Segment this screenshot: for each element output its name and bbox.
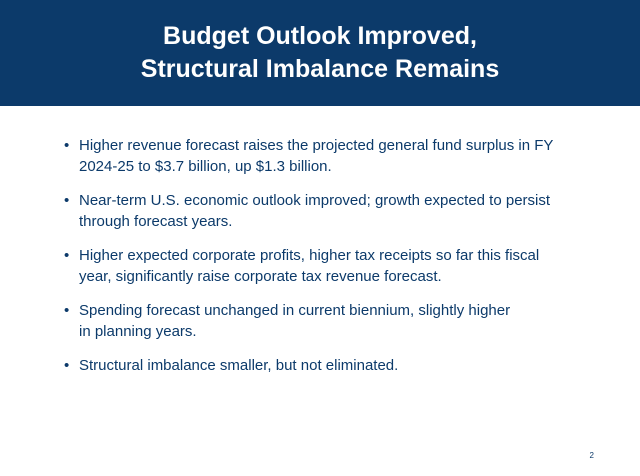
bullet-text: Higher expected corporate profits, highe… [79,245,539,287]
bullet-line: in planning years. [79,323,197,340]
bullet-list: • Higher revenue forecast raises the pro… [64,135,624,389]
bullet-item: • Spending forecast unchanged in current… [64,300,624,342]
bullet-item: • Near-term U.S. economic outlook improv… [64,190,624,232]
bullet-line: 2024-25 to $3.7 billion, up $1.3 billion… [79,158,332,175]
bullet-line: through forecast years. [79,213,233,230]
bullet-item: • Higher revenue forecast raises the pro… [64,135,624,177]
bullet-text: Spending forecast unchanged in current b… [79,300,510,342]
bullet-text: Near-term U.S. economic outlook improved… [79,190,550,232]
bullet-marker: • [64,357,70,374]
bullet-line: Structural imbalance smaller, but not el… [79,357,399,374]
bullet-text: Higher revenue forecast raises the proje… [79,135,553,177]
bullet-item: • Structural imbalance smaller, but not … [64,355,624,376]
bullet-item: • Higher expected corporate profits, hig… [64,245,624,287]
bullet-line: Higher expected corporate profits, highe… [79,247,540,264]
bullet-line: Near-term U.S. economic outlook improved… [79,192,551,209]
bullet-marker: • [64,302,70,319]
title-bar: Budget Outlook Improved, Structural Imba… [0,0,640,106]
slide-title-line-2: Structural Imbalance Remains [140,55,500,83]
bullet-marker: • [64,192,70,209]
bullet-marker: • [64,137,70,154]
page-number: 2 [589,451,594,460]
bullet-marker: • [64,247,70,264]
bullet-text: Structural imbalance smaller, but not el… [79,355,398,376]
bullet-line: year, significantly raise corporate tax … [79,268,442,285]
slide-title-line-1: Budget Outlook Improved, [163,22,477,50]
bullet-line: Higher revenue forecast raises the proje… [79,137,554,154]
bullet-line: Spending forecast unchanged in current b… [79,302,511,319]
